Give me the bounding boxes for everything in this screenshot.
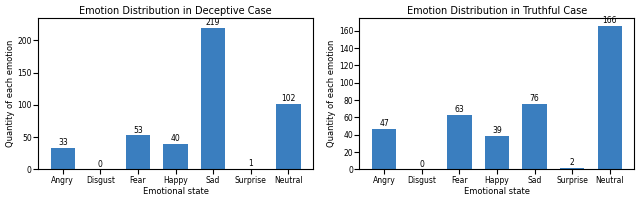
Y-axis label: Quantity of each emotion: Quantity of each emotion — [327, 40, 336, 147]
Bar — [560, 168, 584, 169]
Text: 219: 219 — [206, 18, 220, 27]
Title: Emotion Distribution in Deceptive Case: Emotion Distribution in Deceptive Case — [79, 6, 272, 16]
Bar — [201, 28, 225, 169]
Text: 47: 47 — [380, 119, 389, 128]
Bar — [51, 148, 75, 169]
X-axis label: Emotional state: Emotional state — [143, 187, 209, 196]
Text: 2: 2 — [570, 158, 575, 167]
Text: 40: 40 — [171, 134, 180, 143]
Text: 33: 33 — [58, 138, 68, 147]
Text: 76: 76 — [530, 94, 540, 103]
Text: 63: 63 — [454, 105, 464, 114]
Text: 0: 0 — [98, 160, 103, 169]
Bar — [276, 104, 301, 169]
Bar — [126, 135, 150, 169]
Text: 166: 166 — [602, 16, 617, 25]
Text: 39: 39 — [492, 126, 502, 135]
Bar — [447, 115, 472, 169]
Text: 102: 102 — [281, 94, 296, 103]
Text: 53: 53 — [133, 126, 143, 135]
Bar — [522, 104, 547, 169]
Title: Emotion Distribution in Truthful Case: Emotion Distribution in Truthful Case — [407, 6, 587, 16]
X-axis label: Emotional state: Emotional state — [464, 187, 530, 196]
Y-axis label: Quantity of each emotion: Quantity of each emotion — [6, 40, 15, 147]
Bar — [372, 129, 396, 169]
Bar — [163, 144, 188, 169]
Text: 1: 1 — [248, 159, 253, 168]
Bar — [484, 136, 509, 169]
Bar — [598, 25, 622, 169]
Text: 0: 0 — [419, 160, 424, 168]
